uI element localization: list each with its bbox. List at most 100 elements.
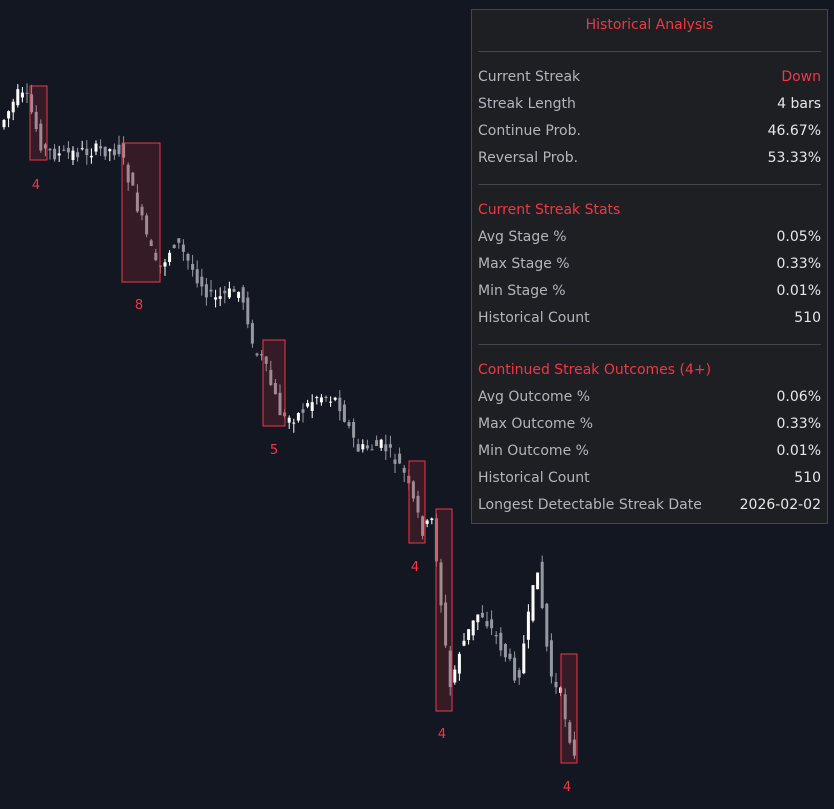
stat-value: 0.33%: [776, 256, 821, 272]
streak-box: [29, 85, 48, 161]
candle-body: [145, 215, 149, 235]
candle-body: [186, 253, 190, 261]
candle-body: [572, 739, 576, 756]
stat-value: 2026-02-02: [739, 497, 821, 513]
candle-body: [53, 148, 57, 160]
stat-row: Historical Count 510: [478, 305, 821, 332]
candle-body: [292, 422, 296, 424]
stat-value: 53.33%: [767, 150, 821, 166]
stat-value: 0.33%: [776, 416, 821, 432]
rows: Avg Outcome % 0.06% Max Outcome % 0.33% Min …: [478, 384, 821, 519]
candle-body: [200, 276, 204, 287]
candle-body: [549, 640, 553, 677]
candle-body: [154, 252, 158, 261]
candle-body: [457, 653, 461, 674]
streak-box: [121, 142, 161, 283]
candle-body: [324, 396, 328, 399]
candle-body: [476, 614, 480, 623]
stat-value: 46.67%: [767, 123, 821, 139]
stat-label: Historical Count: [478, 310, 590, 326]
candle-body: [301, 409, 305, 413]
stat-label: Continue Prob.: [478, 123, 581, 139]
panel-title: Historical Analysis: [585, 17, 714, 33]
analysis-panel: Historical Analysis Current Streak Down St…: [471, 9, 828, 524]
stat-row: Continue Prob. 46.67%: [478, 118, 821, 145]
stat-value: 510: [794, 310, 821, 326]
stat-value: 510: [794, 470, 821, 486]
candle-body: [522, 643, 526, 674]
candle-body: [209, 289, 213, 292]
candle-body: [76, 152, 80, 158]
candle-body: [513, 657, 517, 681]
streak-label: 4: [32, 178, 40, 193]
candle-body: [99, 146, 103, 149]
rows: Avg Stage % 0.05% Max Stage % 0.33% Min Stag…: [478, 224, 821, 332]
candle-body: [168, 252, 172, 263]
candle-body: [94, 143, 98, 152]
stat-label: Min Stage %: [478, 283, 566, 299]
candle-body: [416, 495, 420, 513]
streak-label: 8: [135, 298, 143, 313]
candle-body: [375, 440, 379, 447]
separator: [478, 184, 821, 185]
section-title: Current Streak Stats: [478, 202, 621, 218]
candle-body: [149, 240, 153, 247]
candle-body: [517, 670, 521, 678]
candle-body: [485, 621, 489, 627]
stat-label: Avg Stage %: [478, 229, 567, 245]
candle-body: [379, 439, 383, 448]
candle-body: [241, 287, 245, 303]
candle-body: [453, 669, 457, 683]
separator: [478, 51, 821, 52]
stat-row: Avg Stage % 0.05%: [478, 224, 821, 251]
candle-body: [39, 123, 43, 151]
candle-body: [30, 94, 34, 113]
candle-body: [126, 164, 130, 183]
candle-body: [214, 297, 218, 300]
streak-boxes: [29, 85, 578, 764]
candle-body: [89, 155, 93, 158]
candle-body: [34, 111, 38, 130]
candle-body: [43, 144, 47, 149]
candle-body: [62, 149, 66, 151]
candle-body: [568, 722, 572, 743]
candle-body: [278, 392, 282, 416]
candle-body: [16, 89, 20, 106]
stat-value: 0.01%: [776, 283, 821, 299]
stat-value: 0.05%: [776, 229, 821, 245]
candle-body: [319, 397, 323, 403]
candle-body: [191, 263, 195, 270]
candle-body: [531, 585, 535, 621]
streak-label: 4: [411, 560, 419, 575]
candle-body: [352, 421, 356, 438]
stat-value: Down: [781, 69, 821, 85]
candle-body: [223, 290, 227, 294]
candle-body: [402, 467, 406, 473]
streak-box: [262, 339, 286, 427]
candle-body: [287, 417, 291, 423]
candle-body: [7, 111, 11, 119]
candle-body: [131, 172, 135, 186]
separator: [478, 344, 821, 345]
candle-body: [172, 244, 176, 249]
stat-label: Historical Count: [478, 470, 590, 486]
candle-body: [398, 453, 402, 464]
candle-body: [563, 694, 567, 720]
stat-label: Min Outcome %: [478, 443, 589, 459]
candle-body: [108, 149, 112, 152]
candle-body: [269, 369, 273, 386]
stat-row: Max Outcome % 0.33%: [478, 411, 821, 438]
candle-body: [255, 353, 259, 356]
candle-body: [338, 397, 342, 412]
candle-body: [356, 444, 360, 452]
candle-body: [135, 192, 139, 212]
stat-label: Longest Detectable Streak Date: [478, 497, 702, 513]
candle-body: [554, 681, 558, 688]
candle-body: [361, 444, 365, 450]
candle-body: [80, 148, 84, 150]
candle-body: [227, 288, 231, 298]
streak-label: 5: [270, 443, 278, 458]
streak-label: 4: [563, 780, 571, 795]
stat-label: Avg Outcome %: [478, 389, 591, 405]
